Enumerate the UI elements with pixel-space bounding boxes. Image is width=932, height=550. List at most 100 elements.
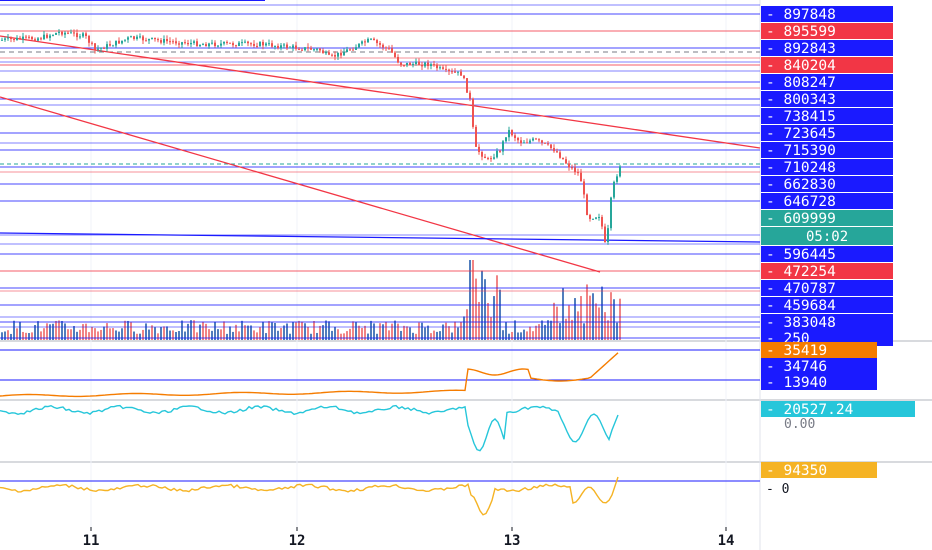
price-label: - 895599 xyxy=(766,24,836,40)
volume-bar xyxy=(454,321,456,340)
candle-body xyxy=(616,176,618,182)
volume-bar xyxy=(589,295,591,340)
volume-bar xyxy=(40,331,42,340)
volume-bar xyxy=(397,323,399,340)
volume-bar xyxy=(451,332,453,340)
volume-bar xyxy=(187,323,189,340)
volume-bar xyxy=(22,331,24,340)
volume-bar xyxy=(160,327,162,340)
candle-body xyxy=(109,44,111,46)
volume-bar xyxy=(301,321,303,340)
volume-bar xyxy=(112,328,114,340)
volume-bar xyxy=(184,331,186,340)
candle-body xyxy=(298,48,300,50)
volume-bar xyxy=(358,325,360,340)
candle-body xyxy=(352,49,354,51)
volume-bar xyxy=(565,318,567,340)
candle-body xyxy=(466,78,468,93)
volume-bar xyxy=(10,333,12,340)
candle-body xyxy=(478,146,480,153)
volume-bar xyxy=(109,328,111,340)
candle-body xyxy=(439,67,441,69)
pane2-label-bg xyxy=(761,358,877,374)
volume-bar xyxy=(610,292,612,340)
candle-body xyxy=(574,167,576,173)
volume-bar xyxy=(394,320,396,340)
candle-body xyxy=(67,32,69,34)
volume-bar xyxy=(166,326,168,340)
candle-body xyxy=(196,41,198,47)
candle-body xyxy=(595,217,597,219)
volume-bar xyxy=(115,330,117,340)
volume-bar xyxy=(613,299,615,340)
indicator-line-pane2 xyxy=(0,352,619,398)
candle-body xyxy=(445,68,447,70)
candle-body xyxy=(406,62,408,66)
x-tick-label: 14 xyxy=(718,533,735,549)
candle-body xyxy=(97,48,99,50)
candle-body xyxy=(271,43,273,47)
candle-body xyxy=(496,150,498,158)
candle-body xyxy=(412,63,414,66)
candle-body xyxy=(172,41,174,43)
volume-bar xyxy=(124,320,126,340)
price-label-bg xyxy=(761,280,893,296)
price-label: - 596445 xyxy=(766,247,836,263)
candle-body xyxy=(310,48,312,50)
volume-bar xyxy=(352,321,354,340)
candle-body xyxy=(457,71,459,73)
candle-body xyxy=(325,52,327,54)
volume-bar xyxy=(214,321,216,340)
candle-body xyxy=(178,43,180,45)
candle-body xyxy=(604,226,606,243)
volume-bar xyxy=(298,320,300,340)
volume-bar xyxy=(142,329,144,340)
volume-bar xyxy=(343,333,345,340)
candle-body xyxy=(262,41,264,46)
price-label: - 840204 xyxy=(766,58,836,74)
volume-bar xyxy=(598,307,600,340)
candle-body xyxy=(547,143,549,145)
candle-body xyxy=(22,36,24,40)
pane2-label: - 35419 xyxy=(766,343,827,359)
candle-body xyxy=(1,39,3,41)
candle-body xyxy=(529,140,531,143)
candle-body xyxy=(517,138,519,141)
volume-bar xyxy=(85,323,87,340)
volume-bar xyxy=(217,329,219,340)
pane3-zero-label: 0.00 xyxy=(784,417,815,432)
candle-body xyxy=(88,35,90,43)
volume-bar xyxy=(154,327,156,340)
volume-bar xyxy=(73,326,75,340)
candle-body xyxy=(373,38,375,41)
candle-body xyxy=(37,38,39,41)
volume-bar xyxy=(334,326,336,340)
volume-bar xyxy=(43,328,45,340)
volume-bar xyxy=(514,320,516,340)
candle-body xyxy=(403,65,405,67)
candle-body xyxy=(610,197,612,229)
candle-body xyxy=(370,38,372,40)
candle-body xyxy=(4,38,6,40)
candle-body xyxy=(277,45,279,49)
pane4-label-bg xyxy=(761,462,877,478)
candle-body xyxy=(82,33,84,37)
volume-bar xyxy=(313,321,315,340)
candle-body xyxy=(382,44,384,48)
pane4-label: - 94350 xyxy=(766,463,827,479)
price-label: - 459684 xyxy=(766,298,836,314)
volume-bar xyxy=(322,325,324,340)
volume-bar xyxy=(520,332,522,340)
volume-bar xyxy=(295,322,297,340)
volume-bar xyxy=(241,320,243,340)
price-label-bg xyxy=(761,6,893,22)
horizontal-levels xyxy=(0,0,760,482)
candle-body xyxy=(55,32,57,35)
candle-body xyxy=(577,172,579,174)
volume-bar xyxy=(448,326,450,340)
candle-body xyxy=(121,40,123,44)
volume-bar xyxy=(403,325,405,340)
volume-bar xyxy=(346,331,348,340)
candle-body xyxy=(409,62,411,66)
